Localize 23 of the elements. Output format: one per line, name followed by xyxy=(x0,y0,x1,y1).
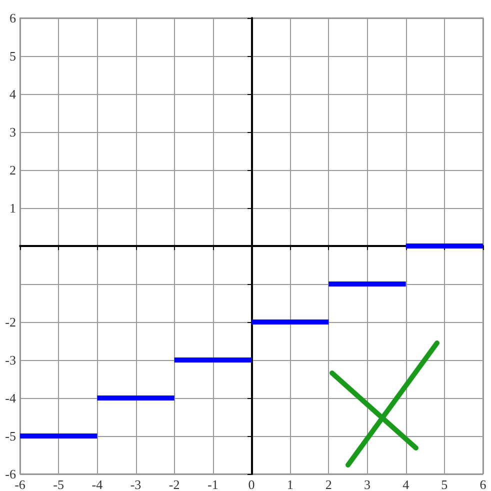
y-tick-label: -3 xyxy=(5,352,16,368)
y-tick-label: -4 xyxy=(5,390,16,406)
y-tick-label: 1 xyxy=(10,200,16,216)
x-tick-label: 2 xyxy=(325,477,332,491)
x-tick-label: -5 xyxy=(53,477,64,491)
y-tick-label: -5 xyxy=(5,428,16,444)
x-tick-label: 6 xyxy=(480,477,487,491)
x-tick-label: -4 xyxy=(92,477,104,491)
y-tick-label: 2 xyxy=(10,162,16,178)
x-tick-label: 5 xyxy=(441,477,448,491)
x-tick-label: 3 xyxy=(364,477,370,491)
x-tick-label: 4 xyxy=(402,477,410,491)
x-tick-label: 0 xyxy=(248,477,255,491)
y-tick-label: 5 xyxy=(10,48,16,64)
x-tick-label: -2 xyxy=(168,477,180,491)
y-tick-label: -6 xyxy=(5,466,16,482)
x-tick-label: -1 xyxy=(207,477,218,491)
y-tick-label: -2 xyxy=(5,314,16,330)
y-tick-label: 4 xyxy=(10,86,16,102)
x-tick-label: -3 xyxy=(130,477,142,491)
y-tick-label: 3 xyxy=(10,124,16,140)
y-tick-label: 6 xyxy=(10,10,16,26)
x-tick-label: 1 xyxy=(286,477,294,491)
